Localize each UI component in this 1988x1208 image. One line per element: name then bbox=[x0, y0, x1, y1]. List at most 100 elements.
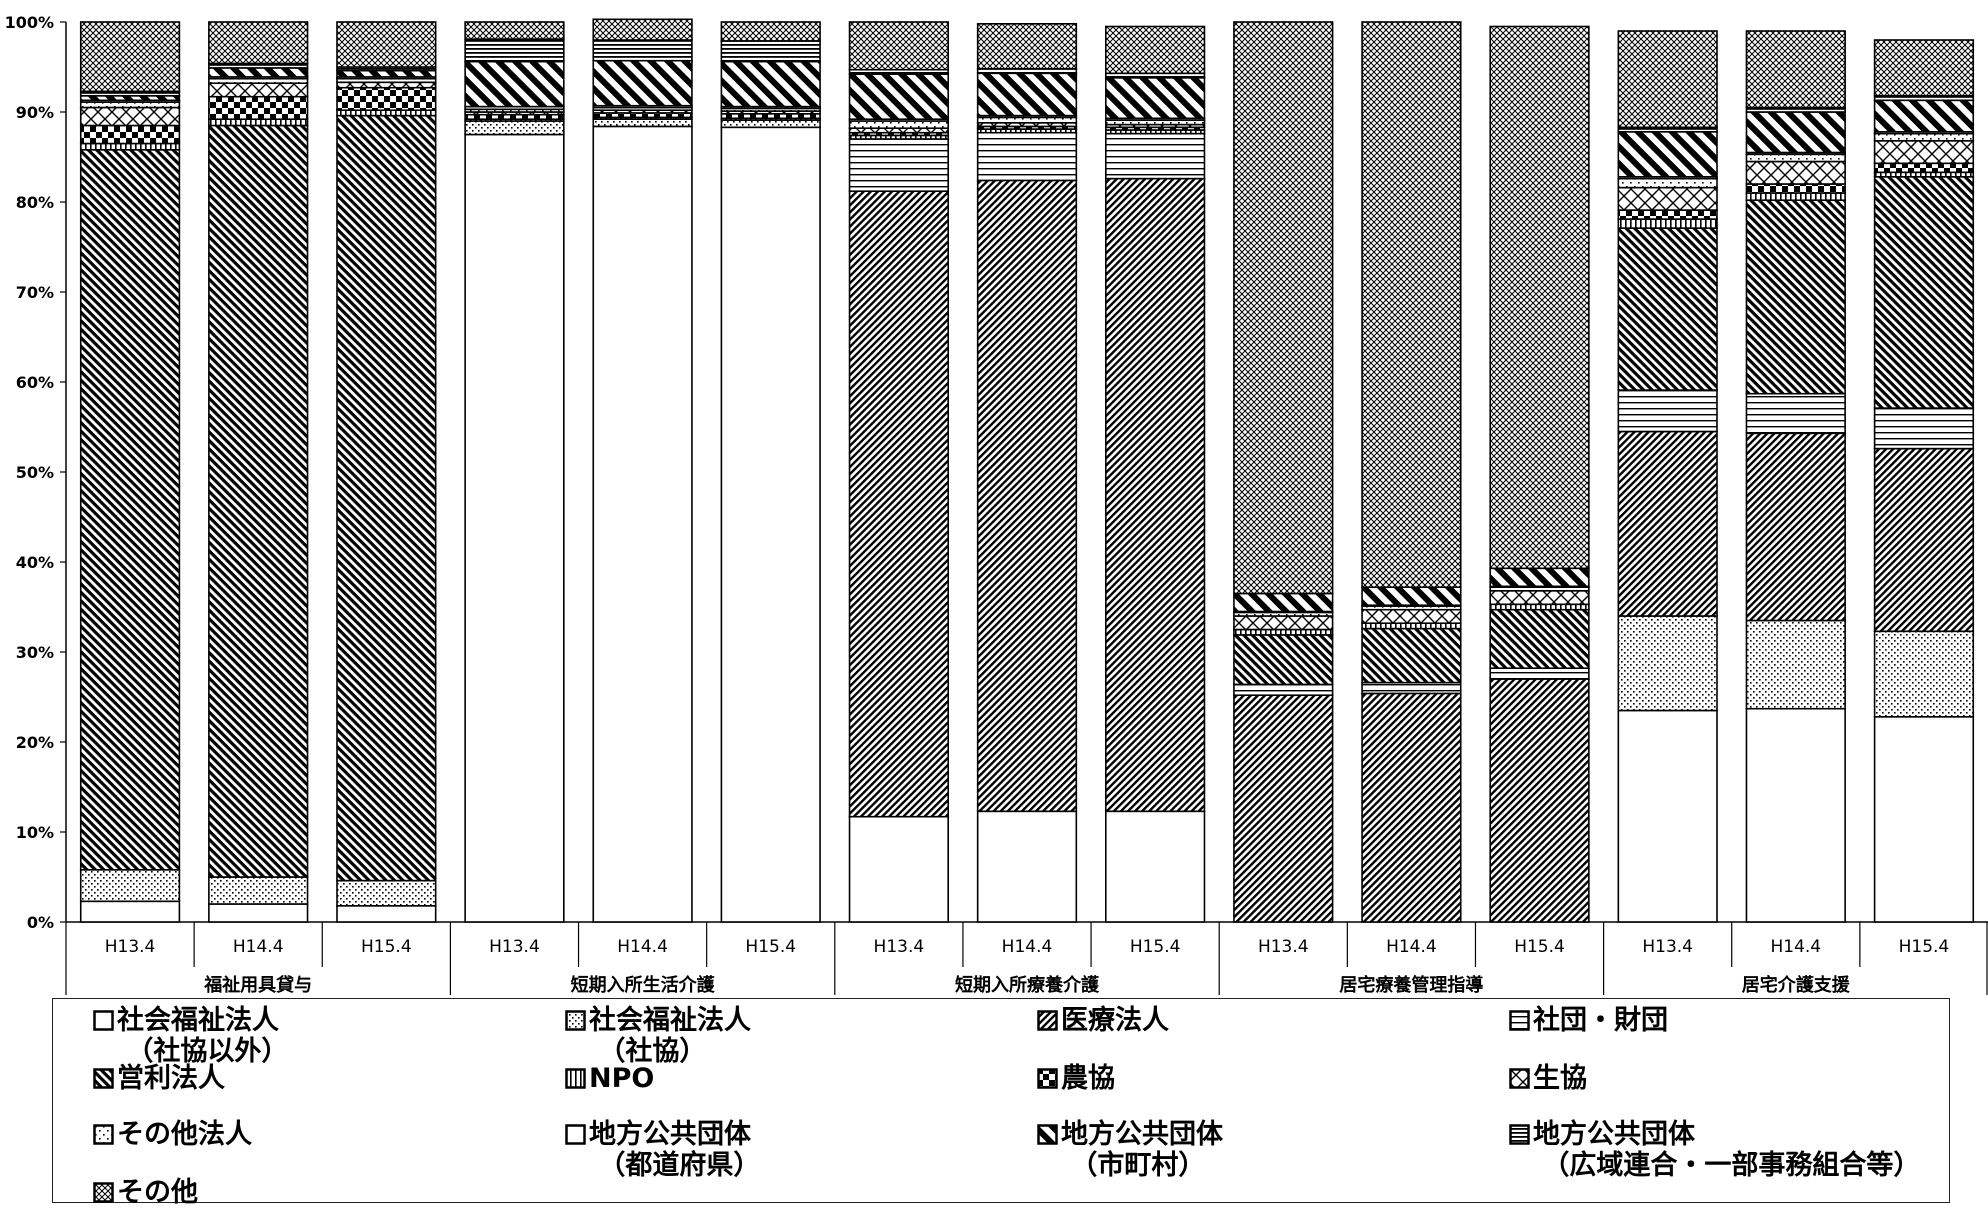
bar-segment bbox=[464, 120, 565, 136]
legend-item: その他法人 bbox=[93, 1119, 252, 1150]
bar-segment bbox=[464, 21, 565, 40]
x-group-label: 福祉用具貸与 bbox=[203, 974, 312, 996]
legend-item: 営利法人 bbox=[93, 1063, 225, 1094]
legend-label: 生協 bbox=[1533, 1063, 1587, 1094]
bar-segment bbox=[1873, 176, 1975, 409]
bar-segment bbox=[1105, 25, 1206, 75]
legend-item: 地方公共団体 （広域連合・一部事務組合等） bbox=[1509, 1119, 1920, 1181]
y-tick-label: 10% bbox=[16, 823, 54, 842]
y-tick-label: 90% bbox=[16, 103, 54, 122]
bar-segment bbox=[79, 868, 181, 903]
x-group-label: 短期入所療養介護 bbox=[955, 974, 1100, 996]
bar-segment bbox=[79, 101, 181, 109]
legend-item: 社団・財団 bbox=[1509, 1005, 1668, 1036]
bar-segment bbox=[1873, 162, 1975, 174]
bar-segment bbox=[720, 119, 821, 129]
bar-segment bbox=[1233, 628, 1334, 636]
bar-segment bbox=[208, 876, 309, 905]
bar-segment bbox=[592, 118, 693, 128]
y-tick-label: 20% bbox=[16, 733, 54, 752]
bar-segment bbox=[336, 81, 437, 89]
bar-segment bbox=[1617, 430, 1718, 617]
bar-stack bbox=[208, 21, 309, 923]
bar-segment bbox=[1745, 619, 1846, 710]
legend-swatch-icon bbox=[1037, 1124, 1058, 1145]
bar-stack bbox=[1105, 25, 1206, 923]
bar-segment bbox=[208, 118, 309, 127]
x-labels-layer: H13.4 H14.4 H15.4 福祉用具貸与 H13.4 H14.4 H15.4 短期入所… bbox=[65, 922, 1988, 996]
x-category-label: H14.4 bbox=[233, 937, 284, 957]
bar-segment bbox=[1489, 608, 1590, 670]
bar-segment bbox=[208, 903, 309, 923]
legend-swatch-icon bbox=[93, 1182, 114, 1203]
legend-swatch-icon bbox=[1509, 1068, 1530, 1089]
bar-segment bbox=[848, 190, 949, 818]
bar-segment bbox=[1873, 39, 1975, 97]
bar-stack bbox=[1617, 30, 1718, 923]
bar-segment bbox=[1617, 209, 1718, 220]
bar-segment bbox=[720, 126, 821, 923]
legend-swatch-icon bbox=[1037, 1068, 1058, 1089]
legend-swatch-icon bbox=[1509, 1124, 1530, 1145]
y-tick-label: 50% bbox=[16, 463, 54, 482]
bar-segment bbox=[848, 120, 949, 129]
x-category-label: H14.4 bbox=[1002, 937, 1053, 957]
legend-swatch-icon bbox=[1037, 1010, 1058, 1031]
bar-stack bbox=[79, 21, 181, 923]
x-category-label: H14.4 bbox=[1386, 937, 1437, 957]
legend-label: 農協 bbox=[1061, 1063, 1115, 1094]
bar-segment bbox=[1361, 608, 1462, 625]
bar-segment bbox=[208, 95, 309, 120]
y-tick-label: 70% bbox=[16, 283, 54, 302]
bar-stack bbox=[976, 22, 1078, 923]
y-tick-label: 60% bbox=[16, 373, 54, 392]
legend-item: 社会福祉法人 （社協以外） bbox=[93, 1005, 288, 1067]
bar-segment bbox=[208, 82, 309, 98]
legend-swatch-icon bbox=[565, 1010, 586, 1031]
bar-segment bbox=[1873, 715, 1975, 923]
bar-segment bbox=[1489, 667, 1590, 680]
bar-segment bbox=[336, 21, 437, 68]
bar-segment bbox=[1105, 77, 1206, 120]
x-category-label: H13.4 bbox=[105, 937, 156, 957]
bar-segment bbox=[1489, 589, 1590, 606]
bar-segment bbox=[1233, 634, 1334, 686]
y-tick-label: 40% bbox=[16, 553, 54, 572]
bar-segment bbox=[720, 21, 821, 42]
bar-segment bbox=[1361, 681, 1462, 695]
y-tick-label: 30% bbox=[16, 643, 54, 662]
bar-segment bbox=[720, 40, 821, 63]
bar-segment bbox=[1489, 603, 1590, 611]
bar-segment bbox=[1873, 99, 1975, 133]
x-category-label: H15.4 bbox=[1514, 937, 1565, 957]
legend-item: 地方公共団体 （市町村） bbox=[1037, 1119, 1223, 1181]
bar-segment bbox=[208, 21, 309, 65]
bar-segment bbox=[1745, 183, 1846, 194]
bar-segment bbox=[79, 124, 181, 145]
bar-segment bbox=[336, 114, 437, 882]
x-category-label: H13.4 bbox=[1258, 937, 1309, 957]
bar-segment bbox=[1361, 586, 1462, 607]
bar-segment bbox=[1361, 21, 1462, 589]
bar-segment bbox=[1873, 447, 1975, 633]
y-tick-label: 100% bbox=[5, 13, 54, 32]
bar-segment bbox=[1105, 132, 1206, 180]
bar-segment bbox=[1233, 21, 1334, 595]
legend-label: NPO bbox=[589, 1063, 655, 1094]
bar-segment bbox=[592, 18, 693, 41]
bar-segment bbox=[1873, 407, 1975, 450]
bar-stack bbox=[1745, 30, 1846, 923]
bar-stack bbox=[1873, 39, 1975, 923]
bar-segment bbox=[1233, 694, 1334, 923]
bar-segment bbox=[336, 109, 437, 117]
bar-stack bbox=[848, 21, 949, 923]
legend-label: 医療法人 bbox=[1061, 1005, 1169, 1036]
legend-label: その他法人 bbox=[117, 1119, 252, 1150]
bar-segment bbox=[79, 149, 181, 871]
legend-label: 営利法人 bbox=[117, 1063, 225, 1094]
bar-stack bbox=[336, 21, 437, 923]
bar-segment bbox=[848, 138, 949, 193]
bar-segment bbox=[336, 904, 437, 923]
legend-item: 生協 bbox=[1509, 1063, 1587, 1094]
bar-segment bbox=[1617, 389, 1718, 433]
